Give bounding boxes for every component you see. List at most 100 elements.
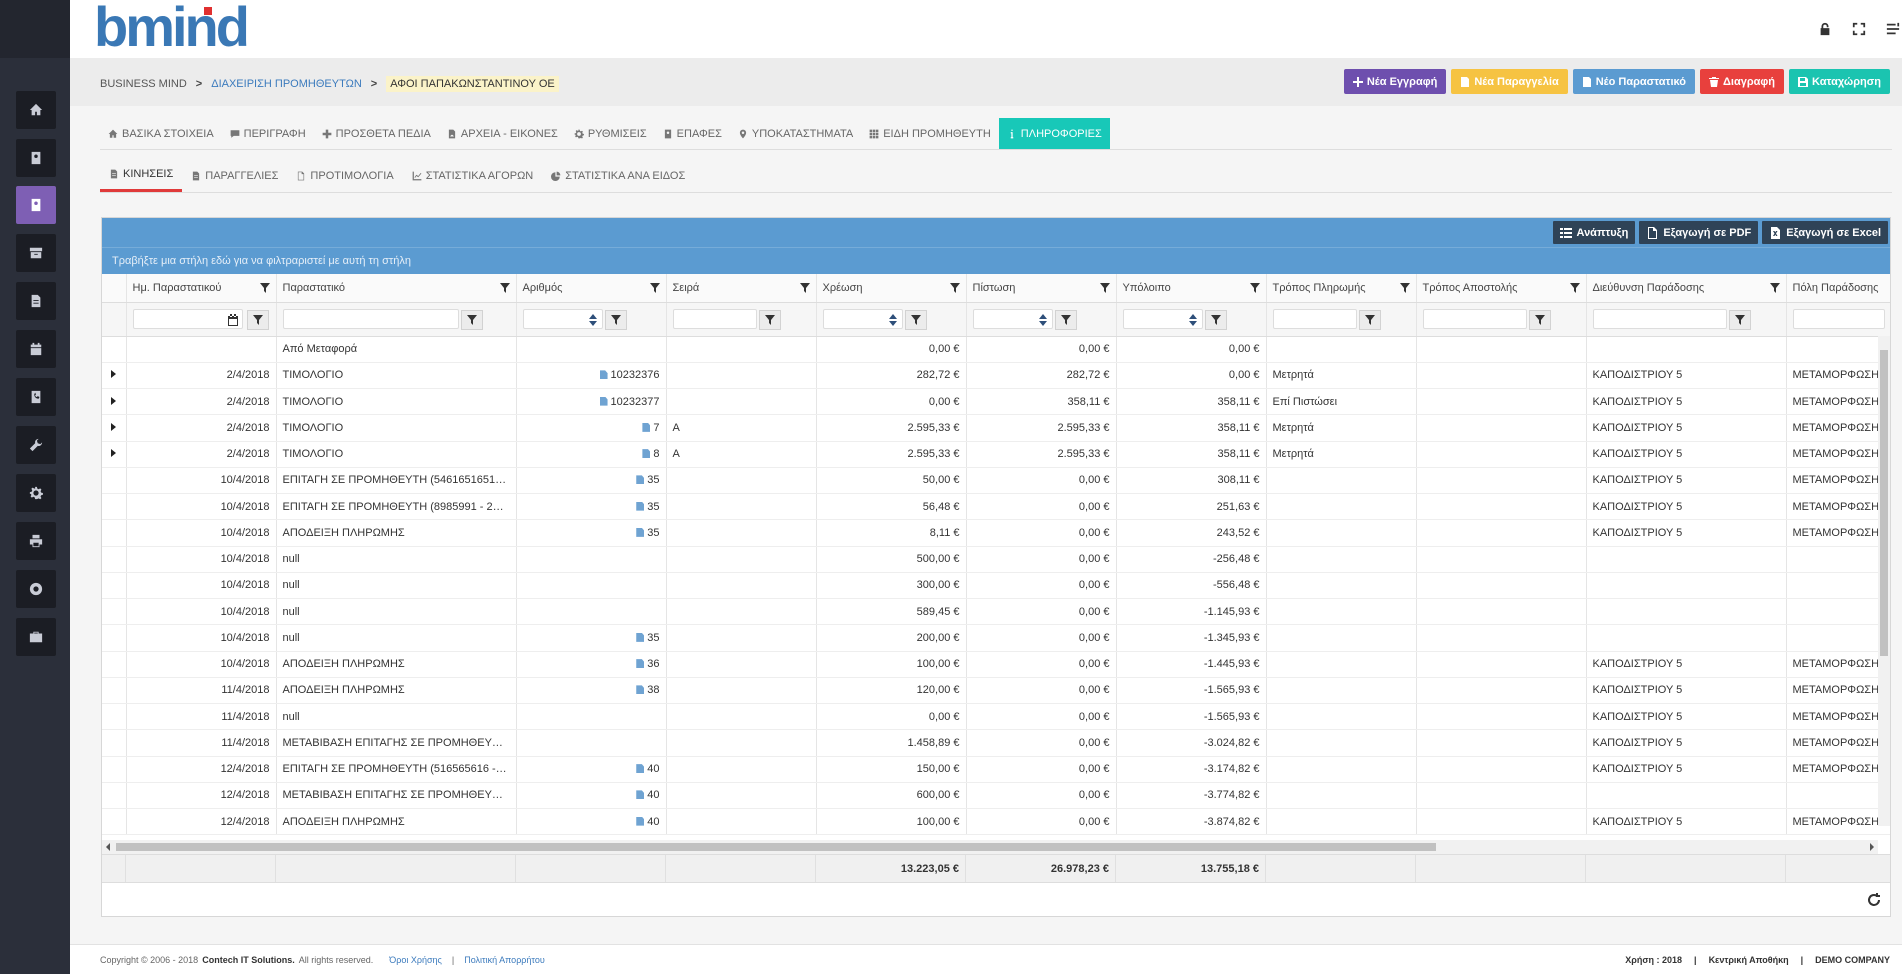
delete-button[interactable]: Διαγραφή (1700, 69, 1785, 94)
export-excel-button[interactable]: Εξαγωγή σε Excel (1762, 221, 1888, 244)
tab-settings[interactable]: ΡΥΘΜΙΣΕΙΣ (566, 118, 655, 149)
cell-number[interactable]: 7 (516, 414, 667, 442)
vertical-scrollbar[interactable] (1878, 336, 1890, 826)
shipping-filter-input[interactable] (1422, 309, 1527, 329)
cell-document[interactable]: ΕΠΙΤΑΓΗ ΣΕ ΠΡΟΜΗΘΕΥΤΗ (516565616 - 1... (276, 756, 517, 783)
expand-row-icon[interactable] (111, 422, 117, 431)
expand-row-icon[interactable] (111, 370, 117, 379)
breadcrumb-home[interactable]: BUSINESS MIND (100, 78, 187, 90)
column-header-payment[interactable]: Τρόπος Πληρωμής (1266, 274, 1417, 303)
filter-button[interactable] (460, 309, 483, 330)
row-expander-cell[interactable] (102, 362, 127, 390)
cell-number[interactable]: 40 (516, 808, 667, 836)
privacy-link[interactable]: Πολιτική Απορρήτου (464, 955, 545, 965)
column-header-balance[interactable]: Υπόλοιπο (1116, 274, 1267, 303)
table-row[interactable]: 10/4/2018 null 500,00 €0,00 € -256,48 € (102, 546, 1890, 573)
spinner-arrows-icon[interactable] (1188, 313, 1197, 326)
spinner-arrows-icon[interactable] (888, 313, 897, 326)
document-number-link[interactable]: 10232377 (610, 395, 660, 408)
filter-button[interactable] (246, 309, 269, 330)
export-pdf-button[interactable]: Εξαγωγή σε PDF (1639, 221, 1759, 244)
tab-description[interactable]: ΠΕΡΙΓΡΑΦΗ (222, 118, 314, 149)
cell-number[interactable]: 35 (516, 493, 667, 521)
document-number-link[interactable]: 8 (653, 448, 660, 461)
fullscreen-button[interactable] (1850, 20, 1868, 38)
sidebar-contacts[interactable] (16, 139, 56, 177)
horizontal-scroll-thumb[interactable] (116, 843, 1436, 851)
calendar-icon[interactable] (227, 313, 239, 326)
filter-button[interactable] (1054, 309, 1077, 330)
sidebar-archive[interactable] (16, 234, 56, 272)
cell-document[interactable]: null (276, 572, 517, 600)
table-row[interactable]: 11/4/2018 null 0,00 €0,00 € -1.565,93 € ΚΑΠΟ… (102, 703, 1890, 731)
filter-icon[interactable] (949, 283, 960, 293)
document-number-link[interactable]: 40 (647, 815, 660, 828)
table-row[interactable]: 10/4/2018 null 589,45 €0,00 € -1.145,93 € (102, 598, 1890, 626)
horizontal-scrollbar[interactable] (102, 840, 1878, 854)
save-button[interactable]: Καταχώρηση (1789, 69, 1890, 94)
city-filter-input[interactable] (1792, 309, 1885, 329)
tab-files-images[interactable]: ΑΡΧΕΙΑ - ΕΙΚΟΝΕΣ (439, 118, 566, 149)
cell-number[interactable]: 40 (516, 782, 667, 810)
table-row[interactable]: 10/4/2018 ΑΠΟΔΕΙΞΗ ΠΛΗΡΩΜΗΣ 36 100,00 €0,00… (102, 651, 1890, 678)
cell-document[interactable]: null (276, 703, 517, 731)
filter-icon[interactable] (1569, 283, 1580, 293)
cell-number[interactable]: 38 (516, 677, 667, 705)
sidebar-tools[interactable] (16, 426, 56, 464)
tab-info[interactable]: ΠΛΗΡΟΦΟΡΙΕΣ (998, 118, 1110, 149)
filter-button[interactable] (758, 309, 781, 330)
document-number-link[interactable]: 38 (647, 684, 660, 697)
document-number-link[interactable]: 35 (647, 526, 660, 539)
row-expander-cell[interactable] (102, 388, 127, 416)
table-row[interactable]: 11/4/2018 ΜΕΤΑΒΙΒΑΣΗ ΕΠΙΤΑΓΗΣ ΣΕ ΠΡΟΜΗΘΕΥ… (102, 729, 1890, 757)
sidebar-suppliers[interactable] (16, 186, 56, 224)
column-header-date[interactable]: Ημ. Παραστατικού (126, 274, 277, 303)
document-number-link[interactable]: 35 (647, 631, 660, 644)
payment-filter-input[interactable] (1272, 309, 1357, 329)
filter-icon[interactable] (649, 283, 660, 293)
filter-icon[interactable] (1249, 283, 1260, 293)
cell-document[interactable]: ΜΕΤΑΒΙΒΑΣΗ ΕΠΙΤΑΓΗΣ ΣΕ ΠΡΟΜΗΘΕΥΤΗ (... (276, 782, 517, 810)
cell-number[interactable]: 10232377 (516, 388, 667, 416)
document-number-link[interactable]: 7 (653, 421, 660, 434)
refresh-icon[interactable] (1866, 892, 1882, 908)
scroll-right-arrow[interactable] (1870, 843, 1874, 851)
subtab-purchase-stats[interactable]: ΣΤΑΤΙΣΤΙΚΑ ΑΓΟΡΩΝ (403, 159, 543, 192)
document-number-link[interactable]: 40 (647, 789, 660, 802)
new-order-button[interactable]: Νέα Παραγγελία (1451, 69, 1568, 94)
table-row[interactable]: 10/4/2018 ΕΠΙΤΑΓΗ ΣΕ ΠΡΟΜΗΘΕΥΤΗ (54616516… (102, 467, 1890, 495)
document-number-link[interactable]: 35 (647, 500, 660, 513)
document-number-link[interactable]: 35 (647, 474, 660, 487)
filter-button[interactable] (904, 309, 927, 330)
lock-button[interactable] (1816, 20, 1834, 38)
document-number-link[interactable]: 10232376 (610, 369, 660, 382)
row-expander-cell[interactable] (102, 414, 127, 442)
tab-supplier-items[interactable]: ΕΙΔΗ ΠΡΟΜΗΘΕΥΤΗ (861, 118, 999, 149)
sidebar-briefcase[interactable] (16, 618, 56, 656)
debit-filter-input[interactable] (822, 309, 903, 329)
cell-number[interactable]: 36 (516, 651, 667, 678)
balance-filter-input[interactable] (1122, 309, 1203, 329)
number-filter-input[interactable] (522, 309, 603, 329)
filter-icon[interactable] (1099, 283, 1110, 293)
column-header-number[interactable]: Αριθμός (516, 274, 667, 303)
subtab-proforma[interactable]: ΠΡΟΤΙΜΟΛΟΓΙΑ (287, 159, 402, 192)
cell-number[interactable]: 10232376 (516, 362, 667, 390)
filter-icon[interactable] (1769, 283, 1780, 293)
series-filter-input[interactable] (672, 309, 757, 329)
vertical-scroll-thumb[interactable] (1880, 350, 1888, 656)
cell-document[interactable]: ΜΕΤΑΒΙΒΑΣΗ ΕΠΙΤΑΓΗΣ ΣΕ ΠΡΟΜΗΘΕΥΤΗ (... (276, 729, 517, 757)
cell-document[interactable]: null (276, 546, 517, 573)
filter-icon[interactable] (259, 283, 270, 293)
tab-basic-info[interactable]: ΒΑΣΙΚΑ ΣΤΟΙΧΕΙΑ (100, 118, 222, 149)
subtab-movements[interactable]: ΚΙΝΗΣΕΙΣ (100, 159, 183, 192)
menu-button[interactable] (1884, 20, 1902, 38)
column-header-debit[interactable]: Χρέωση (816, 274, 967, 303)
document-filter-input[interactable] (282, 309, 459, 329)
sidebar-documents[interactable] (16, 282, 56, 320)
document-number-link[interactable]: 40 (647, 763, 660, 776)
filter-button[interactable] (604, 309, 627, 330)
date-filter-input[interactable] (132, 309, 243, 329)
cell-document[interactable]: null (276, 624, 517, 652)
document-number-link[interactable]: 36 (647, 658, 660, 671)
